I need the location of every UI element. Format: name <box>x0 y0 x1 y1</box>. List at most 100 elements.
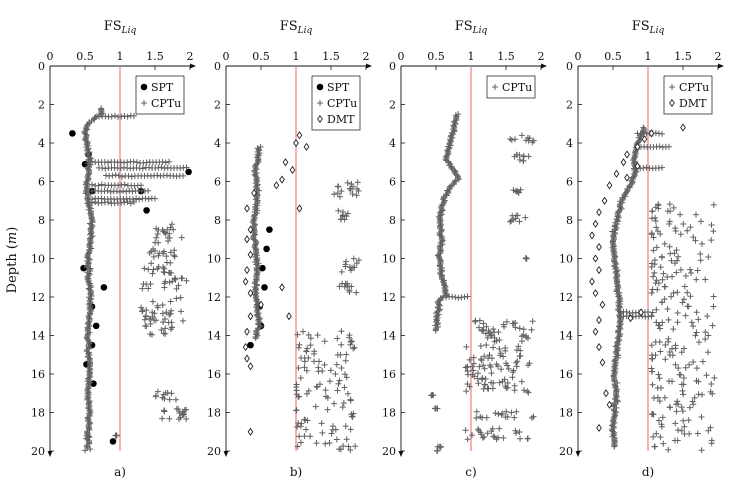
cptu-point <box>501 323 508 330</box>
y-tick-label: 14 <box>382 330 396 343</box>
cptu-point <box>675 365 682 372</box>
cptu-point <box>670 204 677 211</box>
cptu-point <box>693 309 700 316</box>
cptu-point <box>338 268 345 275</box>
y-tick-label: 0 <box>389 60 396 73</box>
cptu-point <box>614 291 621 298</box>
cptu-point <box>656 325 663 332</box>
cptu-point <box>686 361 693 368</box>
cptu-point <box>495 329 502 336</box>
y-tick-label: 6 <box>214 176 221 189</box>
cptu-point <box>463 388 470 395</box>
cptu-point <box>688 269 695 276</box>
cptu-point <box>149 298 156 305</box>
cptu-point <box>87 305 94 312</box>
cptu-point <box>347 267 354 274</box>
cptu-point <box>614 386 621 393</box>
cptu-point <box>253 256 260 263</box>
cptu-point <box>347 187 354 194</box>
cptu-point <box>511 387 518 394</box>
legend-label: SPT <box>151 81 174 94</box>
cptu-point <box>615 336 622 343</box>
cptu-point <box>168 221 175 228</box>
cptu-point <box>150 253 157 260</box>
cptu-point <box>451 169 458 176</box>
cptu-point <box>447 142 454 149</box>
cptu-point <box>516 218 523 225</box>
cptu-point <box>479 375 486 382</box>
cptu-point <box>528 415 535 422</box>
cptu-point <box>168 307 175 314</box>
cptu-point <box>479 434 486 441</box>
cptu-point <box>648 411 655 418</box>
cptu-point <box>297 423 304 430</box>
cptu-point <box>163 259 170 266</box>
cptu-point <box>172 396 179 403</box>
cptu-point <box>614 347 621 354</box>
cptu-point <box>613 288 620 295</box>
cptu-point <box>508 136 515 143</box>
panel-title-sub: Liq <box>472 26 488 36</box>
cptu-point <box>86 351 93 358</box>
cptu-point <box>640 164 647 171</box>
cptu-point <box>667 208 674 215</box>
cptu-point <box>694 267 701 274</box>
legend-label: CPTu <box>502 81 532 94</box>
cptu-point <box>613 215 620 222</box>
cptu-point <box>687 266 694 273</box>
cptu-point <box>648 289 655 296</box>
cptu-point <box>627 182 634 189</box>
cptu-point <box>685 303 692 310</box>
cptu-point <box>489 355 495 362</box>
cptu-point <box>667 404 674 411</box>
cptu-point <box>84 177 91 184</box>
y-tick-label: 0 <box>566 60 573 73</box>
cptu-point <box>490 325 497 332</box>
cptu-point <box>512 215 519 222</box>
cptu-point <box>133 159 140 166</box>
x-tick-label: 1 <box>645 50 652 63</box>
x-tick-label: 2 <box>363 50 370 63</box>
cptu-point <box>673 247 680 254</box>
cptu-point <box>158 164 165 171</box>
cptu-point <box>328 430 335 437</box>
cptu-point <box>448 164 455 171</box>
cptu-point <box>120 188 127 195</box>
y-axis-arrow <box>47 451 53 457</box>
dmt-point <box>247 362 254 371</box>
cptu-point <box>680 220 687 227</box>
cptu-point <box>294 331 301 338</box>
cptu-point <box>166 396 173 403</box>
y-axis-label: Depth (m) <box>5 227 20 294</box>
cptu-point <box>112 432 119 439</box>
legend-entry-dmt: DMT <box>669 97 707 110</box>
cptu-point <box>651 261 658 268</box>
cptu-point <box>478 356 485 363</box>
cptu-point <box>316 358 323 365</box>
cptu-point <box>332 371 339 378</box>
legend-entry-dmt: DMT <box>317 113 355 126</box>
cptu-point <box>705 332 712 339</box>
cptu-point <box>130 158 137 165</box>
cptu-point <box>336 377 343 384</box>
cptu-point <box>305 354 312 361</box>
cptu-point <box>657 264 664 271</box>
x-tick-label: 2 <box>538 50 545 63</box>
cptu-point <box>340 400 347 407</box>
cptu-point <box>530 137 537 144</box>
cptu-point <box>662 341 669 348</box>
cptu-point <box>99 164 106 171</box>
cptu-point <box>509 374 516 381</box>
cptu-point <box>441 197 448 204</box>
cptu-point <box>346 289 353 296</box>
cptu-point <box>86 280 93 287</box>
cptu-point <box>85 192 92 199</box>
cptu-point <box>680 417 687 424</box>
y-axis-label-main: Depth ( <box>5 244 20 293</box>
cptu-point <box>661 240 668 247</box>
cptu-point <box>149 309 156 316</box>
dmt-point <box>296 131 303 140</box>
cptu-point <box>355 257 362 264</box>
cptu-point <box>178 234 185 241</box>
cptu-point <box>652 338 659 345</box>
